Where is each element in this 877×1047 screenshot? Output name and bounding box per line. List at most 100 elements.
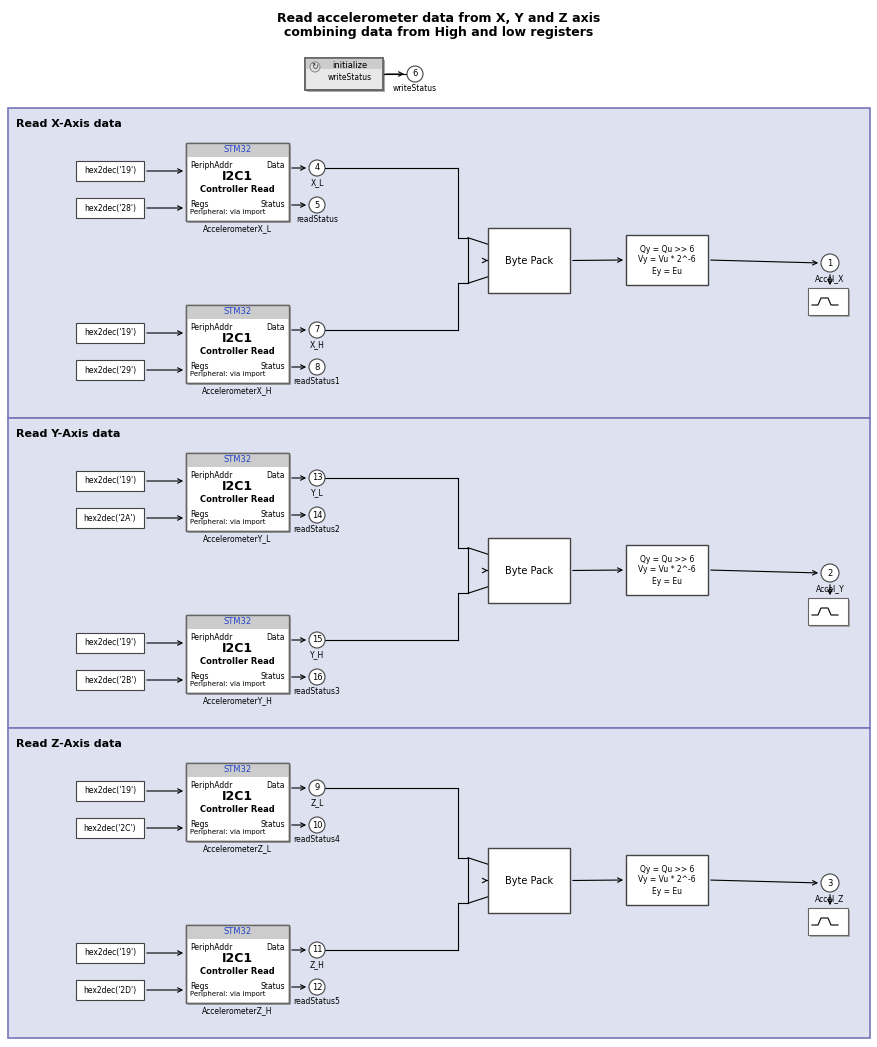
Text: Byte Pack: Byte Pack: [504, 875, 553, 886]
Text: Read Z-Axis data: Read Z-Axis data: [16, 739, 122, 749]
Text: Z_H: Z_H: [310, 960, 324, 970]
Text: Qy = Qu >> 6: Qy = Qu >> 6: [639, 245, 694, 253]
Text: hex2dec('19'): hex2dec('19'): [84, 786, 136, 796]
Circle shape: [309, 160, 324, 176]
Circle shape: [309, 942, 324, 958]
Circle shape: [309, 322, 324, 338]
Text: Status: Status: [260, 672, 285, 681]
Bar: [186, 925, 289, 1003]
Text: Controller Read: Controller Read: [200, 805, 275, 815]
Bar: [186, 925, 289, 939]
Bar: [186, 305, 289, 383]
Bar: [186, 615, 289, 693]
Text: readStatus5: readStatus5: [293, 997, 340, 1006]
Text: Peripheral: via import: Peripheral: via import: [189, 371, 265, 377]
Bar: [186, 763, 289, 777]
Bar: [76, 508, 144, 528]
Text: Status: Status: [260, 362, 285, 371]
Bar: [76, 161, 144, 181]
Text: hex2dec('2D'): hex2dec('2D'): [83, 985, 137, 995]
Bar: [186, 143, 289, 221]
Text: X_L: X_L: [310, 178, 324, 187]
Text: AccelerometerZ_L: AccelerometerZ_L: [203, 844, 272, 853]
Text: hex2dec('19'): hex2dec('19'): [84, 329, 136, 337]
Text: STM32: STM32: [223, 146, 252, 155]
Text: I2C1: I2C1: [222, 790, 253, 803]
Text: PeriphAddr: PeriphAddr: [189, 633, 232, 642]
Circle shape: [309, 632, 324, 648]
Text: 12: 12: [311, 982, 322, 992]
Text: I2C1: I2C1: [222, 643, 253, 655]
Bar: [807, 288, 847, 315]
Text: 16: 16: [311, 672, 322, 682]
Text: hex2dec('28'): hex2dec('28'): [84, 203, 136, 213]
Text: Status: Status: [260, 510, 285, 519]
Bar: [807, 908, 847, 935]
Circle shape: [309, 669, 324, 685]
Text: hex2dec('19'): hex2dec('19'): [84, 949, 136, 958]
Text: ↻: ↻: [311, 63, 318, 71]
Circle shape: [310, 62, 319, 72]
Bar: [809, 600, 849, 627]
Text: AccelerometerY_L: AccelerometerY_L: [203, 534, 271, 543]
Text: 6: 6: [412, 69, 417, 79]
Bar: [625, 235, 707, 285]
Text: STM32: STM32: [223, 308, 252, 316]
Text: PeriphAddr: PeriphAddr: [189, 161, 232, 170]
Text: Peripheral: via import: Peripheral: via import: [189, 519, 265, 525]
Bar: [307, 60, 384, 92]
Text: I2C1: I2C1: [222, 171, 253, 183]
Text: hex2dec('19'): hex2dec('19'): [84, 639, 136, 647]
Text: 14: 14: [311, 511, 322, 519]
Text: 3: 3: [826, 878, 831, 888]
Text: hex2dec('2B'): hex2dec('2B'): [83, 675, 136, 685]
Text: Regs: Regs: [189, 510, 208, 519]
Bar: [186, 453, 289, 467]
Text: AccelerometerZ_H: AccelerometerZ_H: [202, 1006, 273, 1015]
Text: Data: Data: [267, 324, 285, 332]
Text: AccelerometerX_L: AccelerometerX_L: [203, 224, 272, 233]
Bar: [488, 228, 569, 293]
Text: Data: Data: [267, 943, 285, 952]
Text: hex2dec('2A'): hex2dec('2A'): [83, 513, 136, 522]
Text: Regs: Regs: [189, 982, 208, 992]
Text: 15: 15: [311, 636, 322, 645]
Text: Vy = Vu * 2^-6: Vy = Vu * 2^-6: [638, 255, 695, 265]
Text: 11: 11: [311, 945, 322, 955]
Text: PeriphAddr: PeriphAddr: [189, 471, 232, 480]
Text: combining data from High and low registers: combining data from High and low registe…: [284, 26, 593, 39]
Bar: [8, 418, 869, 728]
Bar: [304, 58, 382, 69]
Text: initialize: initialize: [332, 62, 367, 70]
Bar: [76, 943, 144, 963]
Bar: [625, 855, 707, 905]
Bar: [304, 58, 382, 90]
Text: hex2dec('19'): hex2dec('19'): [84, 166, 136, 176]
Text: Vy = Vu * 2^-6: Vy = Vu * 2^-6: [638, 875, 695, 885]
Bar: [625, 545, 707, 595]
Text: I2C1: I2C1: [222, 333, 253, 346]
Text: 9: 9: [314, 783, 319, 793]
Text: Data: Data: [267, 471, 285, 480]
Text: Regs: Regs: [189, 820, 208, 829]
Text: 8: 8: [314, 362, 319, 372]
Text: readStatus3: readStatus3: [293, 687, 340, 696]
Text: Status: Status: [260, 982, 285, 992]
Text: writeStatus: writeStatus: [393, 84, 437, 93]
Bar: [188, 455, 290, 533]
Circle shape: [407, 66, 423, 82]
Text: Controller Read: Controller Read: [200, 658, 275, 667]
Text: readStatus2: readStatus2: [293, 525, 340, 534]
Bar: [304, 58, 382, 90]
Bar: [188, 144, 290, 223]
Circle shape: [820, 254, 838, 272]
Text: 1: 1: [826, 259, 831, 267]
Text: 4: 4: [314, 163, 319, 173]
Text: Regs: Regs: [189, 362, 208, 371]
Text: Status: Status: [260, 200, 285, 209]
Text: 13: 13: [311, 473, 322, 483]
Text: Read accelerometer data from X, Y and Z axis: Read accelerometer data from X, Y and Z …: [277, 12, 600, 25]
Text: Accel_X: Accel_X: [815, 274, 844, 283]
Text: Peripheral: via import: Peripheral: via import: [189, 829, 265, 836]
Bar: [186, 143, 289, 221]
